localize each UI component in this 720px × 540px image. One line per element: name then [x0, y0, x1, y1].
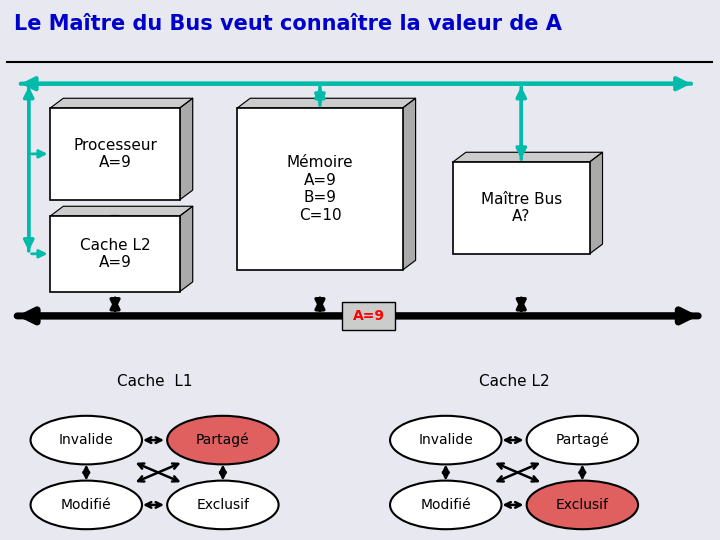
Text: Exclusif: Exclusif [556, 498, 609, 512]
Ellipse shape [30, 416, 142, 464]
Text: Maître Bus
A?: Maître Bus A? [481, 192, 562, 224]
Ellipse shape [167, 416, 279, 464]
Polygon shape [590, 152, 603, 254]
Text: Processeur
A=9: Processeur A=9 [73, 138, 157, 170]
Ellipse shape [30, 481, 142, 529]
Text: Partagé: Partagé [196, 433, 250, 447]
Text: Modifié: Modifié [420, 498, 471, 512]
Text: Invalide: Invalide [418, 433, 473, 447]
Ellipse shape [390, 416, 501, 464]
Ellipse shape [167, 481, 279, 529]
Ellipse shape [526, 416, 638, 464]
Bar [341, 302, 395, 330]
Bar [50, 216, 180, 292]
Text: Partagé: Partagé [556, 433, 609, 447]
Bar [453, 162, 590, 254]
Polygon shape [50, 206, 193, 216]
Text: Cache L2
A=9: Cache L2 A=9 [80, 238, 150, 270]
Text: Exclusif: Exclusif [197, 498, 249, 512]
Text: Mémoire
A=9
B=9
C=10: Mémoire A=9 B=9 C=10 [287, 156, 354, 222]
Polygon shape [180, 98, 193, 200]
Polygon shape [402, 98, 415, 270]
Polygon shape [180, 206, 193, 292]
Bar [50, 108, 180, 200]
Text: Modifié: Modifié [61, 498, 112, 512]
Bar [238, 108, 402, 270]
Polygon shape [453, 152, 603, 162]
Ellipse shape [390, 481, 501, 529]
Ellipse shape [526, 481, 638, 529]
Text: Le Maître du Bus veut connaître la valeur de A: Le Maître du Bus veut connaître la valeu… [14, 14, 562, 33]
Polygon shape [238, 98, 415, 108]
Text: Cache  L1: Cache L1 [117, 374, 192, 389]
Text: A=9: A=9 [353, 309, 384, 323]
Text: Invalide: Invalide [59, 433, 114, 447]
Text: Cache L2: Cache L2 [479, 374, 549, 389]
Polygon shape [50, 98, 193, 108]
